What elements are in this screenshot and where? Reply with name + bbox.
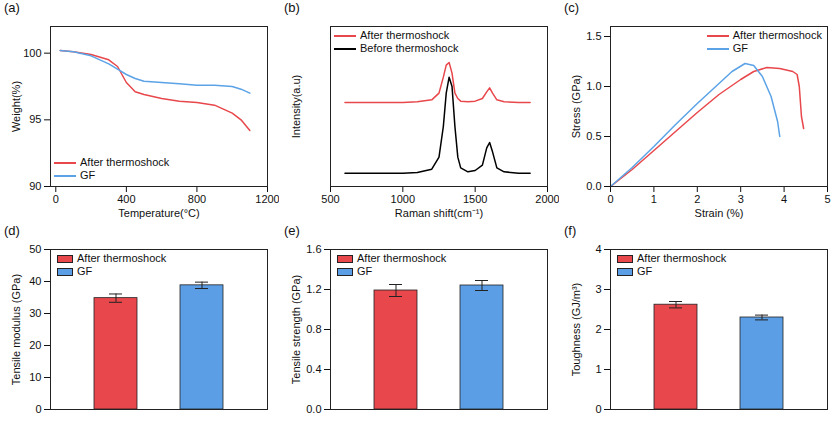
html-text:After thermoshock: After thermoshock — [80, 156, 170, 168]
html-text:After thermoshock: After thermoshock — [77, 252, 167, 264]
svg-text:0.0: 0.0 — [586, 180, 601, 192]
svg-text:400: 400 — [117, 193, 135, 205]
html-text:(c): (c) — [564, 0, 580, 15]
svg-text:3: 3 — [595, 283, 601, 295]
svg-text:0.8: 0.8 — [306, 323, 321, 335]
svg-text:1.6: 1.6 — [306, 243, 321, 255]
svg-text:0: 0 — [53, 193, 59, 205]
html-text:GF: GF — [637, 265, 653, 277]
svg-text:800: 800 — [188, 193, 206, 205]
svg-text:Toughness (GJ/m³): Toughness (GJ/m³) — [570, 283, 582, 377]
svg-text:4: 4 — [781, 193, 787, 205]
svg-text:0: 0 — [607, 193, 613, 205]
svg-text:20: 20 — [29, 339, 41, 351]
svg-text:100: 100 — [23, 47, 41, 59]
html-text:After thermoshock: After thermoshock — [637, 252, 727, 264]
svg-text:3: 3 — [738, 193, 744, 205]
svg-text:Weight(%): Weight(%) — [10, 81, 22, 132]
html-text:(d): (d) — [4, 223, 20, 238]
svg-text:2: 2 — [694, 193, 700, 205]
html-text:(e): (e) — [284, 223, 300, 238]
html-text:After thermoshock: After thermoshock — [357, 252, 447, 264]
svg-text:Stress (GPa): Stress (GPa) — [570, 75, 582, 139]
html-text:GF: GF — [77, 265, 93, 277]
svg-text:0.0: 0.0 — [306, 403, 321, 415]
html-text:(b): (b) — [284, 0, 300, 15]
svg-text:Tensile strength (GPa): Tensile strength (GPa) — [290, 275, 302, 384]
html-text:After thermoshock: After thermoshock — [360, 29, 450, 41]
html-text:After thermoshock: After thermoshock — [732, 29, 822, 41]
svg-text:1000: 1000 — [391, 193, 415, 205]
svg-text:Strain (%): Strain (%) — [695, 207, 744, 219]
svg-text:90: 90 — [29, 180, 41, 192]
svg-text:1.2: 1.2 — [306, 283, 321, 295]
html-text:(a): (a) — [4, 0, 20, 15]
svg-text:0.4: 0.4 — [306, 363, 321, 375]
svg-text:0: 0 — [35, 403, 41, 415]
svg-text:95: 95 — [29, 113, 41, 125]
svg-text:5: 5 — [824, 193, 830, 205]
svg-text:1.0: 1.0 — [586, 80, 601, 92]
html-text:GF: GF — [80, 169, 96, 181]
svg-text:Temperature(°C): Temperature(°C) — [118, 207, 199, 219]
svg-text:2: 2 — [595, 323, 601, 335]
svg-text:1: 1 — [595, 363, 601, 375]
svg-text:40: 40 — [29, 275, 41, 287]
svg-text:Intensity(a.u): Intensity(a.u) — [290, 75, 302, 139]
html-text:(f): (f) — [564, 223, 577, 238]
svg-text:Tensile modulus (GPa): Tensile modulus (GPa) — [10, 274, 22, 385]
html-text:Before thermoshock: Before thermoshock — [360, 42, 459, 54]
svg-text:500: 500 — [321, 193, 339, 205]
svg-text:50: 50 — [29, 243, 41, 255]
svg-text:Raman shift(cm⁻¹): Raman shift(cm⁻¹) — [395, 207, 483, 219]
svg-text:1.5: 1.5 — [586, 30, 601, 42]
svg-text:30: 30 — [29, 307, 41, 319]
svg-text:4: 4 — [595, 243, 601, 255]
svg-text:10: 10 — [29, 371, 41, 383]
svg-text:1: 1 — [651, 193, 657, 205]
svg-text:2000: 2000 — [535, 193, 559, 205]
svg-text:1500: 1500 — [463, 193, 487, 205]
svg-text:1200: 1200 — [255, 193, 279, 205]
html-text:GF: GF — [357, 265, 373, 277]
svg-text:0: 0 — [595, 403, 601, 415]
svg-text:0.5: 0.5 — [586, 130, 601, 142]
html-text:GF: GF — [732, 42, 748, 54]
